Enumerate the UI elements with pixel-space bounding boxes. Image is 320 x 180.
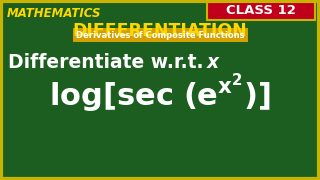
FancyBboxPatch shape <box>207 2 315 20</box>
FancyBboxPatch shape <box>73 28 247 42</box>
Text: $\mathbf{log[sec\ (e^{x^2})]}$: $\mathbf{log[sec\ (e^{x^2})]}$ <box>49 71 271 115</box>
Text: Differentiate w.r.t.: Differentiate w.r.t. <box>8 53 210 72</box>
Text: DIFFERENTIATION: DIFFERENTIATION <box>73 22 247 40</box>
Text: Derivatives of Composite Functions: Derivatives of Composite Functions <box>76 30 244 39</box>
Text: x: x <box>207 53 219 72</box>
Text: MATHEMATICS: MATHEMATICS <box>7 7 101 20</box>
Text: CLASS 12: CLASS 12 <box>226 4 296 17</box>
